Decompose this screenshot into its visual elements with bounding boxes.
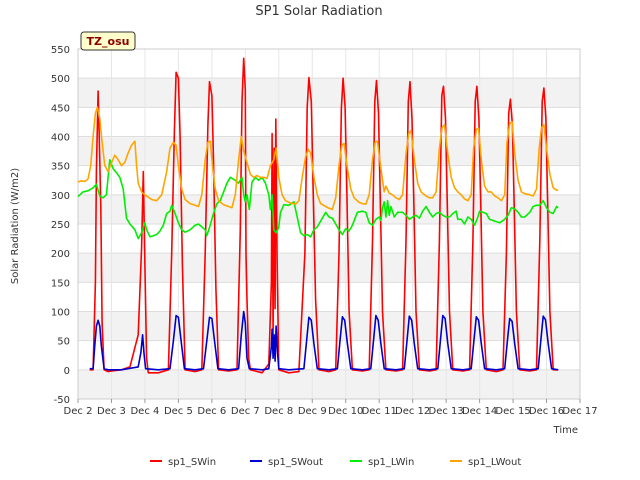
x-tick-label: Dec 5 (164, 406, 193, 417)
plot-bands (78, 49, 580, 399)
legend-label-sp1_SWout: sp1_SWout (268, 457, 323, 468)
y-tick-label: -50 (54, 395, 70, 406)
x-tick-label: Dec 11 (362, 406, 397, 417)
legend: sp1_SWin sp1_SWout sp1_LWin sp1_LWout (150, 457, 521, 468)
y-axis-label: Solar Radiation (W/m2) (10, 168, 21, 284)
tz-badge-label: TZ_osu (87, 35, 130, 48)
y-tick-label: 450 (51, 103, 70, 114)
legend-label-sp1_LWin: sp1_LWin (368, 457, 414, 468)
chart-title: SP1 Solar Radiation (255, 4, 382, 19)
series-line-sp1_LWout (77, 106, 559, 211)
x-tick-label: Dec 7 (231, 406, 260, 417)
plot-band (78, 49, 580, 79)
y-tick-label: 250 (51, 220, 70, 231)
x-tick-label: Dec 2 (64, 406, 93, 417)
series-lines (77, 57, 559, 374)
y-tick-label: 550 (51, 45, 70, 56)
y-axis: -50 0 50 100 150 200 250 300 350 400 450 500 550 (51, 45, 70, 406)
x-tick-label: Dec 9 (298, 406, 327, 417)
series-line-sp1_SWin (89, 57, 559, 374)
plot-band (78, 165, 580, 195)
x-tick-label: Dec 4 (130, 406, 159, 417)
plot-band (78, 194, 580, 224)
y-tick-label: 400 (51, 133, 70, 144)
x-tick-label: Dec 10 (328, 406, 363, 417)
plot-band (78, 311, 580, 341)
plot-band (78, 369, 580, 399)
x-tick-label: Dec 14 (462, 406, 497, 417)
x-tick-label: Dec 8 (264, 406, 293, 417)
x-axis-label: Time (553, 425, 578, 436)
legend-label-sp1_SWin: sp1_SWin (168, 457, 216, 468)
x-tick-label: Dec 3 (97, 406, 126, 417)
y-tick-label: 150 (51, 278, 70, 289)
y-tick-label: 300 (51, 191, 70, 202)
plot-band (78, 282, 580, 312)
plot-area-border (77, 48, 581, 400)
x-axis: Dec 2 Dec 3 Dec 4 Dec 5 Dec 6 Dec 7 Dec 8 Dec 9… (64, 399, 598, 417)
tz-badge-box (80, 31, 136, 51)
plot-band (78, 340, 580, 370)
plot-band (78, 78, 580, 108)
x-tick-label: Dec 15 (495, 406, 530, 417)
plot-band (78, 253, 580, 283)
x-tick-label: Dec 17 (562, 406, 597, 417)
y-tick-label: 100 (51, 308, 70, 319)
y-tick-label: 200 (51, 249, 70, 260)
y-tick-label: 0 (64, 366, 70, 377)
x-tick-label: Dec 6 (197, 406, 226, 417)
legend-label-sp1_LWout: sp1_LWout (468, 457, 521, 468)
x-tick-label: Dec 16 (529, 406, 564, 417)
x-tick-label: Dec 13 (429, 406, 464, 417)
y-tick-label: 350 (51, 162, 70, 173)
x-tick-label: Dec 12 (395, 406, 430, 417)
plot-band (78, 136, 580, 166)
plot-band (78, 107, 580, 137)
plot-band (78, 224, 580, 254)
y-tick-label: 50 (57, 337, 70, 348)
y-tick-label: 500 (51, 74, 70, 85)
series-line-sp1_SWout (89, 310, 559, 371)
tz-badge: TZ_osu (80, 31, 136, 51)
series-line-sp1_LWin (77, 159, 559, 240)
